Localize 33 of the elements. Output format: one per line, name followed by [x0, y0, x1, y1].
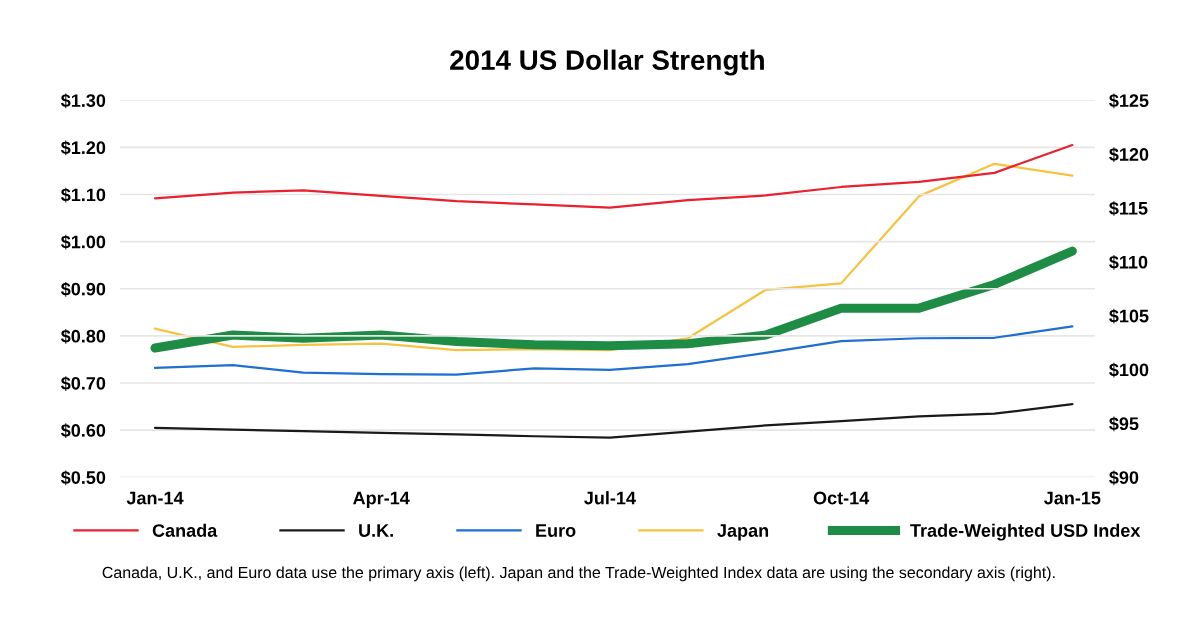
y2-tick-label: $120 — [1109, 147, 1149, 163]
y-tick-label: $0.70 — [60, 376, 106, 391]
legend-label: Japan — [717, 524, 769, 541]
chart-title: 2014 US Dollar Strength — [450, 49, 764, 76]
y-tick-label: $0.60 — [60, 423, 106, 439]
y-tick-label: $1.30 — [60, 93, 106, 109]
y2-tick-label: $95 — [1109, 416, 1139, 432]
y-tick-label: $1.20 — [60, 140, 106, 156]
y-tick-label: $0.80 — [60, 329, 106, 344]
legend-label: U.K. — [359, 524, 393, 537]
line-series — [153, 403, 1074, 439]
legend-label: Canada — [152, 523, 218, 537]
y-tick-label: $0.50 — [60, 470, 106, 486]
y2-tick-label: $100 — [1109, 362, 1149, 378]
x-tick-label: Jul-14 — [584, 491, 636, 505]
y2-tick-label: $115 — [1109, 201, 1148, 216]
line-series — [153, 143, 1074, 209]
y-tick-label: $1.00 — [60, 234, 106, 250]
line-series — [153, 325, 1074, 376]
y2-tick-label: $105 — [1109, 308, 1149, 324]
text: Canada, U.K., and Euro data use the primary axis (left). Japan and the Trade-Weighted Index data are using the secondary axis (right). — [102, 566, 1055, 582]
line-series — [153, 162, 1074, 352]
legend-label: Trade-Weighted USD Index — [910, 523, 1141, 541]
y2-tick-label: $90 — [1109, 470, 1139, 486]
x-tick-label: Jan-15 — [1044, 491, 1101, 505]
y-tick-label: $0.90 — [60, 281, 106, 297]
x-tick-label: Apr-14 — [353, 491, 410, 508]
y2-tick-label: $110 — [1109, 254, 1148, 270]
legend-label: Euro — [536, 524, 576, 537]
x-tick-label: Jan-14 — [126, 491, 184, 505]
y2-tick-label: $125 — [1109, 93, 1149, 109]
x-tick-label: Oct-14 — [813, 491, 870, 505]
y-tick-label: $1.10 — [60, 187, 106, 203]
